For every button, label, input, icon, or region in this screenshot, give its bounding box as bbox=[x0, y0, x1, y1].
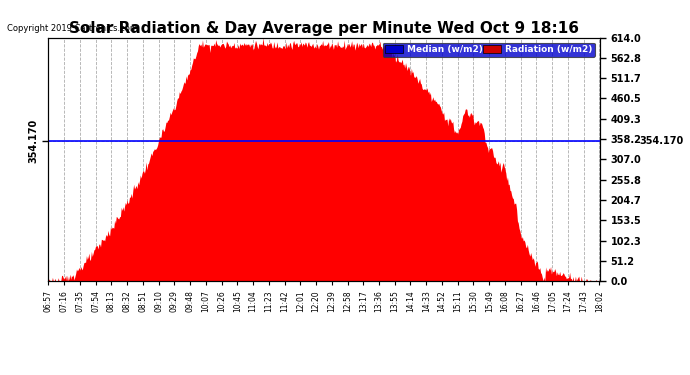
Title: Solar Radiation & Day Average per Minute Wed Oct 9 18:16: Solar Radiation & Day Average per Minute… bbox=[69, 21, 580, 36]
Text: 354.170: 354.170 bbox=[639, 136, 683, 146]
Text: Copyright 2019 Cartronics.com: Copyright 2019 Cartronics.com bbox=[7, 24, 138, 33]
Legend: Median (w/m2), Radiation (w/m2): Median (w/m2), Radiation (w/m2) bbox=[383, 42, 595, 57]
